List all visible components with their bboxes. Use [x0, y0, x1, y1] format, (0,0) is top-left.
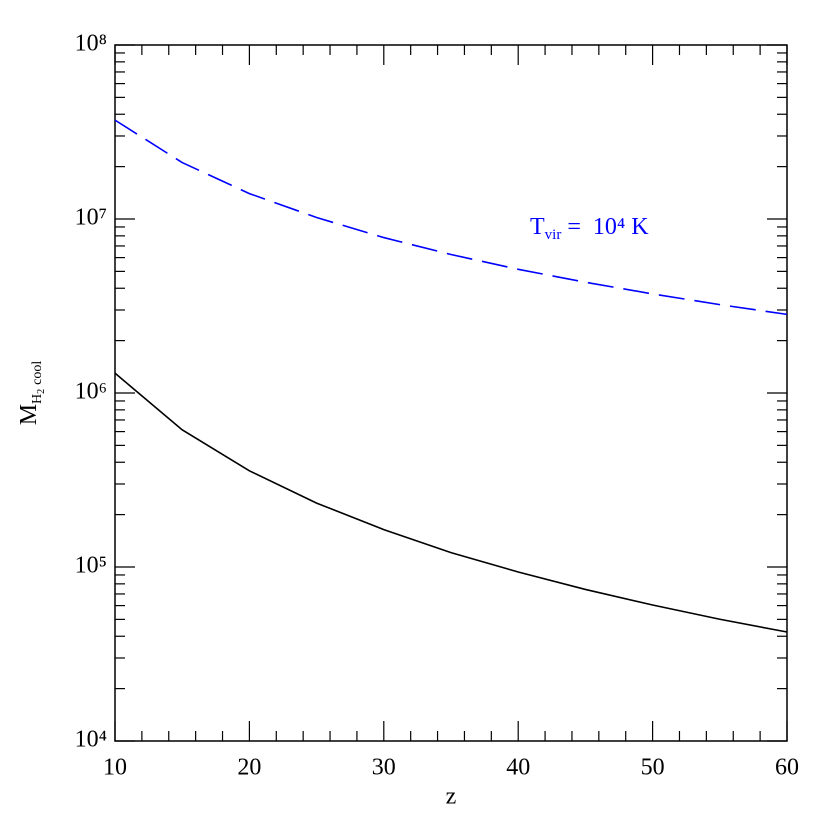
x-tick-label: 30 — [372, 755, 396, 781]
y-label-subsub: 2 — [36, 389, 47, 394]
y-tick-label: 10⁴ — [75, 727, 107, 753]
y-tick-label: 10⁷ — [75, 205, 107, 231]
annotation-main: T — [530, 214, 545, 240]
x-tick-label: 60 — [775, 755, 799, 781]
y-label-main: M — [16, 404, 42, 425]
series-line — [114, 119, 788, 316]
x-tick-label: 10 — [103, 755, 127, 781]
y-tick-label: 10⁶ — [75, 379, 107, 405]
x-tick-label: 40 — [506, 755, 530, 781]
y-label-sub: H — [30, 394, 45, 404]
x-tick-label: 20 — [237, 755, 261, 781]
annotation-sub: vir — [545, 227, 562, 243]
x-axis-label: z — [446, 784, 457, 810]
x-tick-label: 50 — [641, 755, 665, 781]
y-tick-label: 10⁵ — [75, 553, 107, 579]
y-label-sub2: cool — [30, 361, 45, 385]
plot-frame — [114, 44, 788, 742]
series-line — [114, 372, 788, 633]
annotation-rest: = 10⁴ K — [561, 214, 649, 240]
annotation: Tvir = 10⁴ K — [530, 214, 649, 244]
y-axis-label: MH2 cool — [16, 361, 48, 426]
y-tick-label: 10⁸ — [75, 31, 107, 57]
